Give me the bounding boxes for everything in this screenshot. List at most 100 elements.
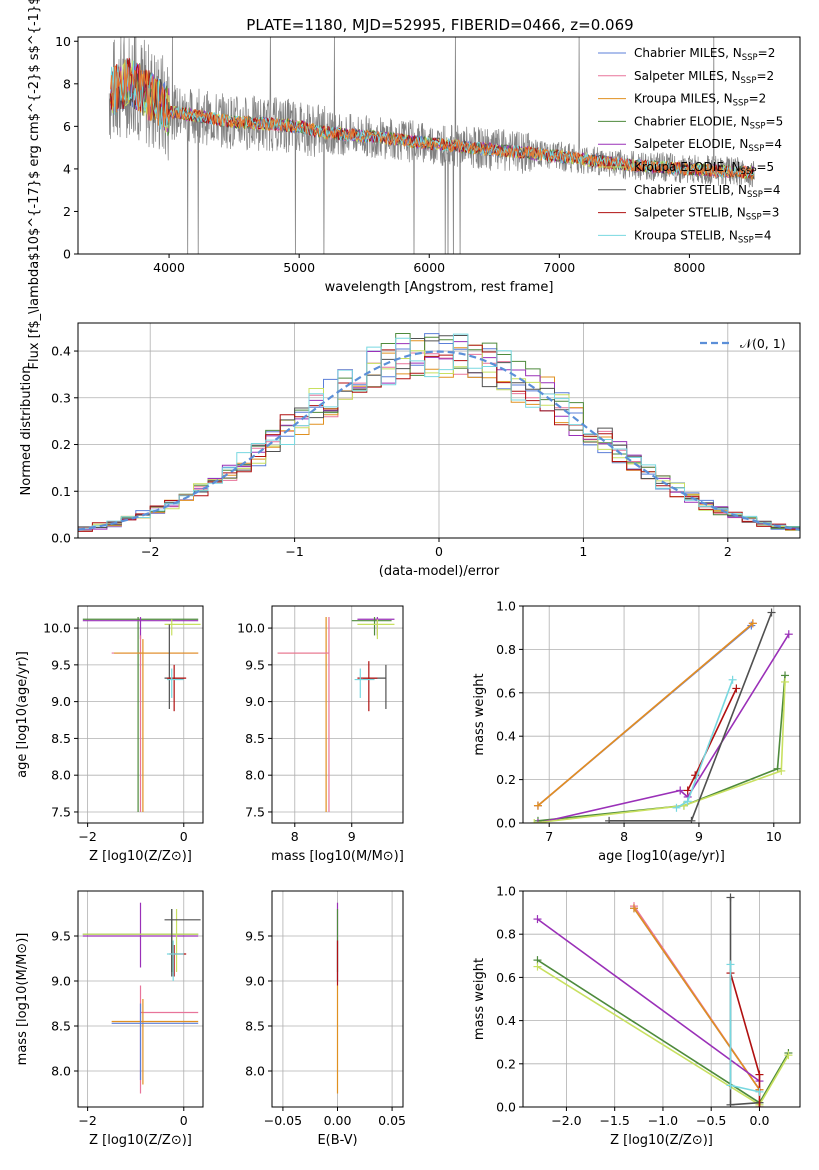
- series-marker: [533, 801, 542, 810]
- x-tick-label: 8: [291, 829, 299, 844]
- series-marker: [533, 962, 542, 971]
- axes-frame: [271, 605, 404, 824]
- legend-label-sub: SSP: [741, 167, 757, 177]
- series-marker: [683, 797, 692, 806]
- y-axis-label: Normed distribution: [19, 366, 34, 496]
- x-tick-label: 7000: [543, 260, 575, 275]
- plot-area: [82, 617, 201, 812]
- x-tick-label: 4000: [153, 260, 185, 275]
- legend-label: Chabrier STELIB, NSSP=4: [634, 183, 781, 200]
- series-marker: [755, 1070, 764, 1079]
- series-marker: [728, 675, 737, 684]
- x-axis-label: Z [log10(Z/Z⊙)]: [610, 1133, 713, 1148]
- x-tick-label: 0.0: [750, 1113, 770, 1128]
- spectrum-plot: 4000 5000 6000 7000 8000 0 2 4 6 8 10 wavelength [A…: [27, 0, 801, 369]
- series-marker: [767, 608, 776, 617]
- y-tick-label: 0.6: [496, 685, 516, 700]
- y-tick-label: 9.5: [51, 929, 71, 944]
- legend-label-tail: =4: [763, 183, 781, 197]
- y-tick-label: 0.0: [51, 531, 71, 546]
- y-tick-label: 0.8: [496, 642, 516, 657]
- y-tick-label: 0.4: [51, 344, 71, 359]
- solution-cross: [111, 1003, 199, 1080]
- x-axis-label: Z [log10(Z/Z⊙)]: [89, 1133, 192, 1148]
- y-tick-label: 7.5: [245, 804, 265, 819]
- y-tick-label: 7.5: [51, 804, 71, 819]
- y-tick-label: 0.0: [496, 816, 516, 831]
- series-line: [537, 622, 754, 807]
- solution-cross: [357, 617, 395, 636]
- legend-label: 𝒩(0, 1): [740, 336, 786, 351]
- series-line: [534, 681, 786, 823]
- x-tick-label: −2: [78, 1113, 96, 1128]
- y-tick-label: 8.0: [51, 1064, 71, 1079]
- y-tick-label: 0.4: [496, 729, 516, 744]
- axes-frame: [77, 605, 204, 824]
- series-line: [537, 633, 790, 823]
- axes-frame: [77, 890, 204, 1108]
- series-marker: [755, 1087, 764, 1096]
- x-tick-label: −0.5: [696, 1113, 726, 1128]
- series-marker: [726, 893, 735, 902]
- series-marker: [530, 819, 539, 823]
- y-axis-label: mass weight: [472, 958, 487, 1040]
- x-tick-label: −1.5: [600, 1113, 630, 1128]
- normal-curve-line: [78, 350, 800, 531]
- x-tick-label: −2: [78, 829, 96, 844]
- series-marker: [726, 1100, 735, 1107]
- legend-label: Kroupa STELIB, NSSP=4: [634, 228, 772, 245]
- residual-legend: 𝒩(0, 1): [700, 336, 786, 351]
- x-tick-label: 6000: [413, 260, 445, 275]
- series-line: [537, 675, 786, 822]
- x-tick-label: 8: [620, 829, 628, 844]
- x-tick-label: 10: [766, 829, 782, 844]
- y-tick-label: 4: [63, 161, 71, 176]
- x-tick-label: 0: [180, 829, 188, 844]
- series-marker: [533, 819, 542, 823]
- solution-cross: [357, 619, 395, 640]
- z-mass-plot: −2 0 8.0 8.5 9.0 9.5 Z [log10(Z/Z⊙)] mass [log1…: [15, 890, 204, 1148]
- solution-cross: [166, 664, 187, 712]
- series-line: [609, 612, 773, 822]
- series-marker: [533, 915, 542, 924]
- y-tick-label: 8.0: [245, 1064, 265, 1079]
- x-tick-label: 9: [695, 829, 703, 844]
- solution-cross: [111, 999, 199, 1085]
- residual-histogram-plot: −2 −1 0 1 2 0.0 0.1 0.2 0.3 0.4 (data-model)/error…: [19, 322, 801, 579]
- x-axis-label: wavelength [Angstrom, rest frame]: [325, 280, 554, 295]
- y-tick-label: 0.0: [496, 1100, 516, 1115]
- series-marker: [672, 803, 681, 812]
- legend-label: Chabrier ELODIE, NSSP=5: [634, 114, 783, 131]
- x-tick-label: 0.05: [378, 1113, 406, 1128]
- y-tick-label: 8.0: [51, 768, 71, 783]
- plot-area: [82, 902, 201, 1094]
- spectrum-model-line: [110, 58, 755, 179]
- x-axis-label: mass [log10(M/M⊙)]: [271, 849, 404, 864]
- legend-label-sub: SSP: [748, 144, 764, 154]
- x-tick-label: 5000: [283, 260, 315, 275]
- spectrum-data-line: [108, 37, 755, 254]
- legend-label-tail: =2: [749, 92, 767, 106]
- y-tick-label: 9.0: [245, 974, 265, 989]
- y-tick-label: 0.2: [51, 437, 71, 452]
- series-marker: [605, 816, 614, 823]
- y-tick-label: 8: [63, 76, 71, 91]
- legend-label-tail: =3: [762, 206, 780, 220]
- legend-label-sub: SSP: [733, 99, 749, 109]
- plot-area: [530, 608, 793, 823]
- legend-label-text: Salpeter STELIB, N: [634, 206, 746, 220]
- legend-label-text: Kroupa ELODIE, N: [634, 160, 741, 174]
- mass-age-plot: 8 9 7.5 8.0 8.5 9.0 9.5 10.0 mass [log10(M/M⊙)]: [237, 605, 404, 864]
- axes-frame: [522, 890, 801, 1108]
- x-tick-label: −0.05: [264, 1113, 302, 1128]
- series-line: [729, 897, 760, 1106]
- legend-label-text: Chabrier ELODIE, N: [634, 114, 750, 128]
- y-tick-label: 0.1: [51, 484, 71, 499]
- y-tick-label: 8.5: [51, 1019, 71, 1034]
- residual-histogram-step: [78, 344, 800, 532]
- axes-frame: [522, 605, 801, 824]
- plot-area: [533, 893, 793, 1107]
